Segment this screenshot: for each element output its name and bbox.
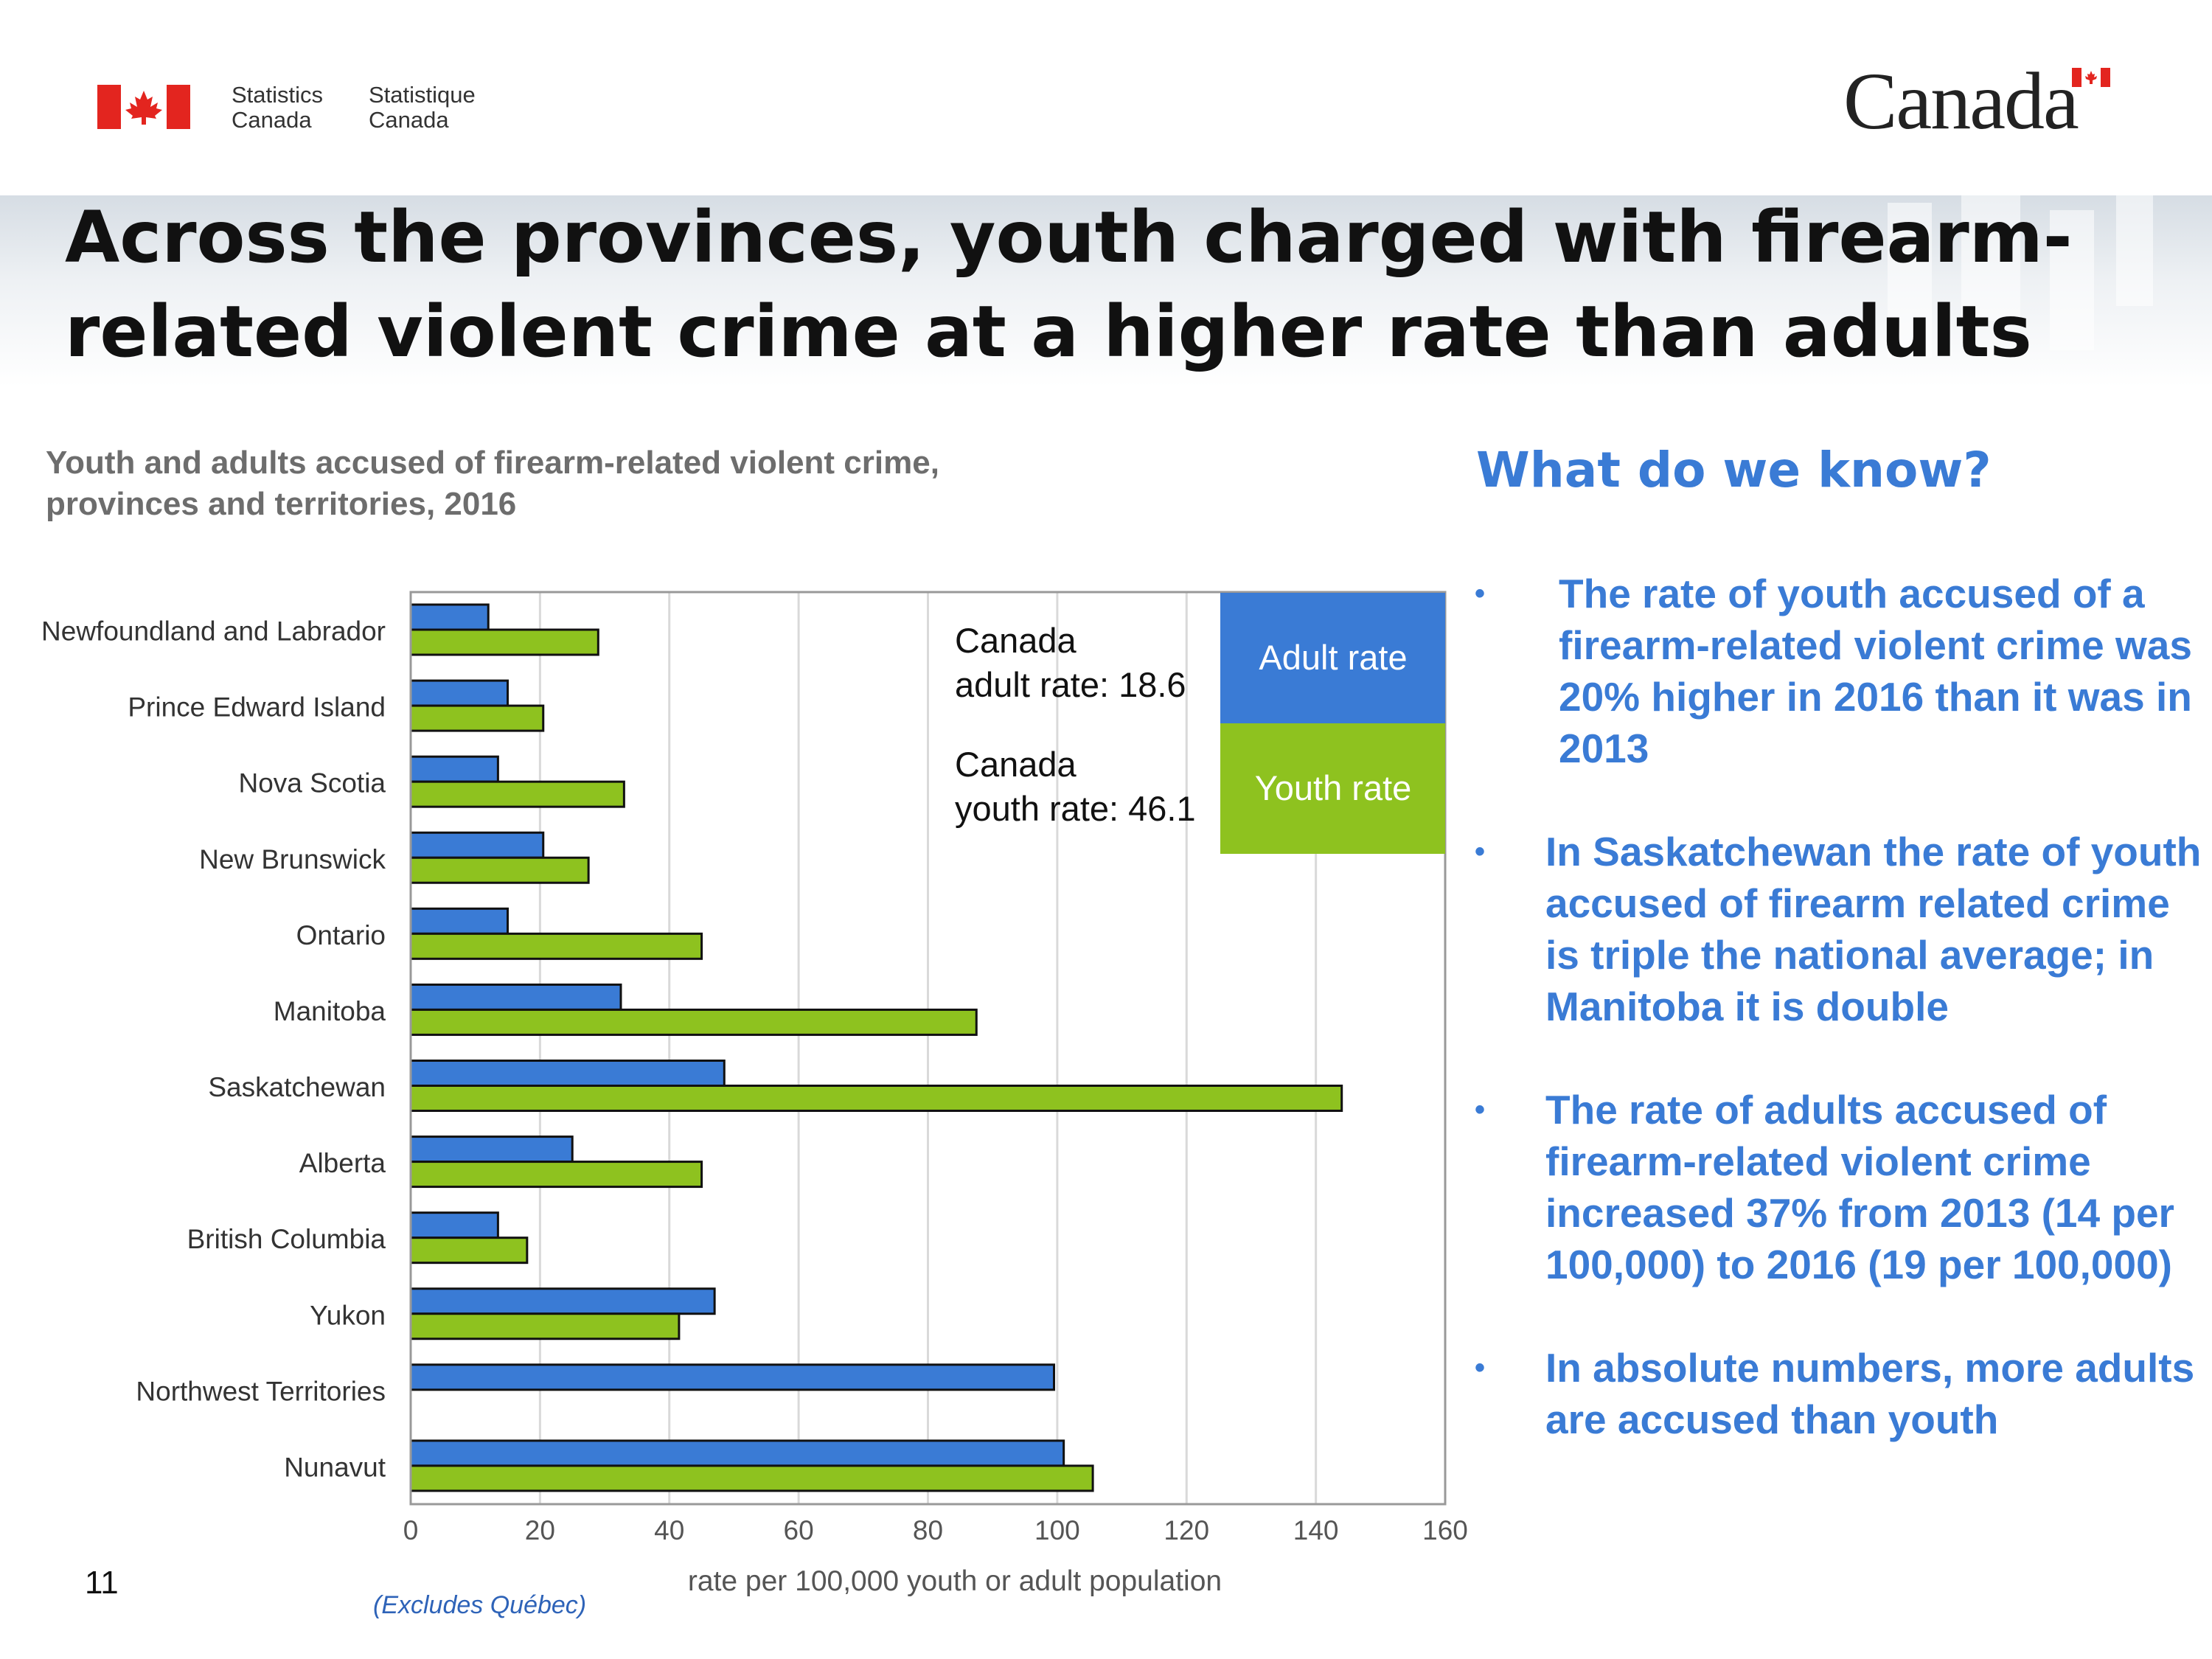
x-tick-label: 20 [525, 1515, 555, 1545]
category-label: Saskatchewan [208, 1072, 386, 1102]
wordmark-flag-icon [2072, 68, 2110, 87]
youth-rate-bar [409, 856, 590, 884]
x-tick-labels: 0 20 40 60 80 100 120 140 160 [403, 1515, 1468, 1545]
slide-title-line2: related violent crime at a higher rate t… [65, 291, 2032, 373]
youth-rate-bar [409, 704, 545, 732]
legend-youth-label: Youth rate [1255, 768, 1412, 807]
bullet-icon: • [1475, 577, 1486, 610]
adult-rate-bar [409, 831, 545, 859]
facts-list: • The rate of youth accused of a firearm-… [1472, 568, 2209, 1497]
adult-rate-bar [409, 1287, 716, 1315]
fact-item-2: • In Saskatchewan the rate of youth accus… [1472, 826, 2209, 1032]
canada-adult-annotation: Canada adult rate: 18.6 [955, 621, 1186, 704]
agency-en-line1: Statistics [232, 82, 324, 108]
footnote: (Excludes Québec) [373, 1591, 587, 1619]
youth-rate-bar [409, 1464, 1094, 1492]
category-label: Nunavut [284, 1452, 386, 1482]
youth-rate-bar [409, 1085, 1343, 1112]
title-band [0, 195, 2212, 387]
fact-item-1: • The rate of youth accused of a firearm-… [1472, 568, 2209, 774]
category-label: Alberta [299, 1148, 386, 1178]
youth-rate-bar [409, 1312, 681, 1340]
category-label: Ontario [296, 920, 386, 950]
header-band [0, 0, 2212, 195]
panel-heading: What do we know? [1476, 442, 1992, 498]
category-label: Northwest Territories [136, 1376, 386, 1406]
youth-rate-bar [409, 1237, 529, 1265]
agency-fr-line2: Canada [369, 107, 449, 133]
chart-legend: Adult rate Youth rate [1220, 593, 1445, 854]
adult-rate-bar [409, 755, 499, 783]
fact-item-4: • In absolute numbers, more adults are ac… [1472, 1342, 2209, 1445]
fact-item-3: • The rate of adults accused of firearm-r… [1472, 1084, 2209, 1290]
canada-youth-annotation: Canada youth rate: 46.1 [955, 745, 1196, 828]
x-tick-label: 140 [1293, 1515, 1339, 1545]
category-label: Prince Edward Island [128, 692, 386, 723]
x-tick-label: 0 [403, 1515, 419, 1545]
category-label: Nova Scotia [239, 768, 386, 799]
bullet-icon: • [1475, 1352, 1486, 1384]
adult-rate-bar [409, 1211, 499, 1239]
youth-rate-bar [409, 932, 703, 960]
adult-rate-bar [409, 603, 490, 631]
legend-adult-label: Adult rate [1259, 638, 1407, 677]
category-label: Newfoundland and Labrador [41, 616, 386, 647]
x-tick-label: 160 [1422, 1515, 1468, 1545]
x-tick-label: 80 [913, 1515, 943, 1545]
youth-rate-bar [409, 780, 625, 808]
bullet-icon: • [1475, 835, 1486, 868]
chart-title: Youth and adults accused of firearm-rela… [46, 442, 1152, 525]
chart-gridlines [538, 592, 1318, 1504]
annotation-adult-line2: adult rate: 18.6 [955, 665, 1186, 704]
legend-youth-swatch [1220, 723, 1445, 854]
annotation-youth-line1: Canada [955, 745, 1077, 784]
adult-rate-bar [409, 907, 509, 935]
adult-rate-bar [409, 983, 622, 1011]
chart-title-line1: Youth and adults accused of firearm-rela… [46, 445, 939, 481]
chart-bars [409, 603, 1343, 1492]
youth-rate-bar [409, 1161, 703, 1189]
slide-title: Across the provinces, youth charged with… [65, 190, 2129, 379]
x-tick-label: 100 [1034, 1515, 1080, 1545]
fact-text-1: The rate of youth accused of a firearm-r… [1559, 571, 2192, 771]
x-tick-label: 120 [1164, 1515, 1209, 1545]
x-axis-label: rate per 100,000 youth or adult populati… [688, 1565, 1222, 1597]
adult-rate-bar [409, 679, 509, 707]
category-label: Yukon [310, 1300, 386, 1330]
category-label: New Brunswick [199, 844, 386, 874]
adult-rate-bar [409, 1135, 574, 1164]
x-tick-label: 40 [654, 1515, 684, 1545]
bullet-icon: • [1475, 1093, 1486, 1126]
page-number: 11 [85, 1565, 119, 1601]
x-tick-label: 60 [784, 1515, 814, 1545]
slide-title-line1: Across the provinces, youth charged with… [65, 196, 2073, 279]
adult-rate-bar [409, 1060, 726, 1087]
youth-rate-bar [409, 628, 599, 656]
legend-adult-swatch [1220, 593, 1445, 723]
fact-text-2: In Saskatchewan the rate of youth accuse… [1545, 829, 2202, 1029]
category-labels: Newfoundland and Labrador Prince Edward I… [41, 616, 386, 1483]
canada-wordmark: Canada [1843, 56, 2079, 146]
annotation-youth-line2: youth rate: 46.1 [955, 789, 1196, 828]
annotation-adult-line1: Canada [955, 621, 1077, 660]
agency-fr-line1: Statistique [369, 82, 476, 108]
adult-rate-bar [409, 1363, 1055, 1391]
youth-rate-bar [409, 1008, 978, 1036]
fact-text-4: In absolute numbers, more adults are acc… [1545, 1345, 2195, 1442]
agency-en-line2: Canada [232, 107, 312, 133]
agency-name-en: Statistics Canada [232, 83, 323, 133]
category-label: British Columbia [187, 1224, 386, 1254]
agency-name-fr: Statistique Canada [369, 83, 476, 133]
adult-rate-bar [409, 1439, 1065, 1467]
chart-title-line2: provinces and territories, 2016 [46, 486, 517, 522]
category-label: Manitoba [274, 996, 386, 1026]
plot-frame [409, 591, 1447, 1506]
canada-flag-icon [97, 85, 190, 129]
fact-text-3: The rate of adults accused of firearm-re… [1545, 1087, 2174, 1287]
